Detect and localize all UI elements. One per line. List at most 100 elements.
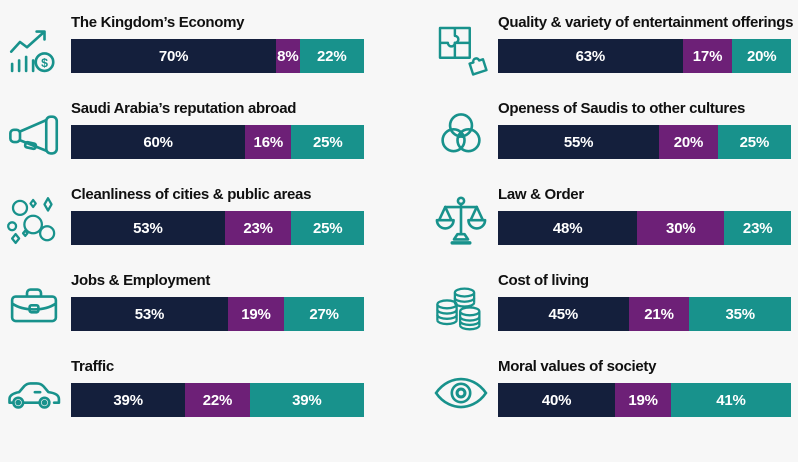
bar-segment-value: 53% — [134, 305, 165, 323]
bar-segment: 41% — [670, 383, 791, 417]
bar-segment: 8% — [276, 39, 300, 73]
bar-segment-value: 8% — [277, 47, 299, 65]
left-column: $ The Kingdom’s Economy 70% 8% 22% Saudi A… — [5, 13, 365, 462]
bar-segment: 30% — [637, 211, 725, 245]
bar-segment-value: 19% — [628, 391, 658, 409]
bar-segment: 53% — [71, 211, 225, 245]
bar-segment-value: 19% — [241, 305, 271, 323]
bar-segment-value: 55% — [563, 133, 594, 151]
bar-segment: 20% — [659, 125, 718, 159]
right-column: Quality & variety of entertainment offer… — [432, 13, 794, 462]
bar-segment: 60% — [71, 125, 246, 159]
bar-segment-value: 39% — [113, 391, 143, 409]
bar-row: Cleanliness of cities & public areas 53%… — [5, 185, 364, 245]
bar-row: $ The Kingdom’s Economy 70% 8% 22% — [5, 13, 364, 73]
bar-segment-value: 22% — [317, 47, 347, 65]
bar-segment: 23% — [724, 211, 791, 245]
bar-segment: 45% — [498, 297, 629, 331]
stacked-bar: 53% 23% 25% — [71, 211, 364, 245]
bar-segment-value: 20% — [673, 133, 704, 151]
bar-segment: 20% — [732, 39, 791, 73]
briefcase-icon — [5, 271, 63, 331]
row-title: Quality & variety of entertainment offer… — [498, 14, 794, 31]
coins-icon — [432, 271, 490, 331]
bar-row: Cost of living 45% 21% 35% — [432, 271, 791, 331]
bar-segment: 22% — [299, 39, 364, 73]
bar-row: Jobs & Employment 53% 19% 27% — [5, 271, 364, 331]
bar-segment: 70% — [71, 39, 277, 73]
bar-segment-value: 30% — [666, 219, 696, 237]
megaphone-icon — [5, 99, 63, 159]
bar-row: Traffic 39% 22% 39% — [5, 357, 364, 417]
bar-segment: 22% — [185, 383, 250, 417]
stacked-bar: 70% 8% 22% — [71, 39, 364, 73]
bar-segment-value: 35% — [725, 305, 756, 323]
bar-segment-value: 45% — [548, 305, 579, 323]
bar-segment: 39% — [249, 383, 364, 417]
bar-segment-value: 48% — [552, 219, 583, 237]
bar-segment-value: 21% — [644, 305, 674, 323]
bar-segment-value: 17% — [692, 47, 723, 65]
bar-segment: 23% — [224, 211, 292, 245]
bubbles-icon — [5, 185, 63, 245]
bar-segment-value: 25% — [313, 133, 343, 151]
economy-growth-chart-icon: $ — [5, 13, 63, 73]
svg-text:$: $ — [41, 56, 48, 70]
row-title: Saudi Arabia’s reputation abroad — [71, 100, 297, 117]
stacked-bar: 45% 21% 35% — [498, 297, 791, 331]
stacked-bar: 39% 22% 39% — [71, 383, 364, 417]
bar-segment-value: 23% — [243, 219, 273, 237]
bar-segment: 39% — [71, 383, 186, 417]
bar-segment-value: 25% — [313, 219, 343, 237]
bar-segment: 19% — [227, 297, 285, 331]
bar-segment-value: 39% — [292, 391, 322, 409]
bar-row: Openess of Saudis to other cultures 55% 2… — [432, 99, 791, 159]
bar-segment: 16% — [245, 125, 292, 159]
bar-row: Quality & variety of entertainment offer… — [432, 13, 794, 76]
bar-segment-value: 20% — [746, 47, 777, 65]
bar-segment-value: 70% — [158, 47, 189, 65]
bar-segment-value: 53% — [133, 219, 163, 237]
scales-icon — [432, 185, 490, 245]
bar-segment-value: 22% — [202, 391, 233, 409]
bar-segment-value: 41% — [716, 391, 746, 409]
eye-icon — [432, 357, 490, 417]
venn-circles-icon — [432, 99, 490, 159]
bar-row: Law & Order 48% 30% 23% — [432, 185, 791, 245]
stacked-bar: 55% 20% 25% — [498, 125, 791, 159]
bar-segment-value: 27% — [309, 305, 339, 323]
bar-segment: 25% — [291, 125, 365, 159]
row-title: The Kingdom’s Economy — [71, 14, 245, 31]
bar-segment-value: 25% — [739, 133, 770, 151]
bar-segment: 53% — [71, 297, 228, 331]
stacked-bar: 53% 19% 27% — [71, 297, 364, 331]
bar-row: Moral values of society 40% 19% 41% — [432, 357, 791, 417]
bar-segment: 17% — [682, 39, 733, 73]
bar-segment-value: 60% — [143, 133, 173, 151]
row-title: Moral values of society — [498, 358, 657, 375]
row-title: Jobs & Employment — [71, 272, 211, 289]
bar-segment-value: 16% — [253, 133, 284, 151]
bar-segment: 55% — [498, 125, 660, 159]
puzzle-icon — [432, 13, 490, 76]
bar-segment: 27% — [284, 297, 364, 331]
stacked-bar: 48% 30% 23% — [498, 211, 791, 245]
bar-segment: 25% — [291, 211, 364, 245]
bar-segment: 40% — [498, 383, 616, 417]
stacked-bar: 40% 19% 41% — [498, 383, 791, 417]
row-title: Cost of living — [498, 272, 589, 289]
bar-segment-value: 23% — [742, 219, 773, 237]
row-title: Openess of Saudis to other cultures — [498, 100, 746, 117]
bar-segment: 19% — [615, 383, 671, 417]
bar-segment: 48% — [498, 211, 638, 245]
car-icon — [5, 357, 63, 417]
bar-segment: 35% — [689, 297, 791, 331]
row-title: Traffic — [71, 358, 114, 375]
stacked-bar: 60% 16% 25% — [71, 125, 365, 159]
bar-segment-value: 63% — [575, 47, 606, 65]
bar-segment: 25% — [717, 125, 791, 159]
bar-segment: 21% — [628, 297, 690, 331]
row-title: Cleanliness of cities & public areas — [71, 186, 312, 203]
row-title: Law & Order — [498, 186, 584, 203]
